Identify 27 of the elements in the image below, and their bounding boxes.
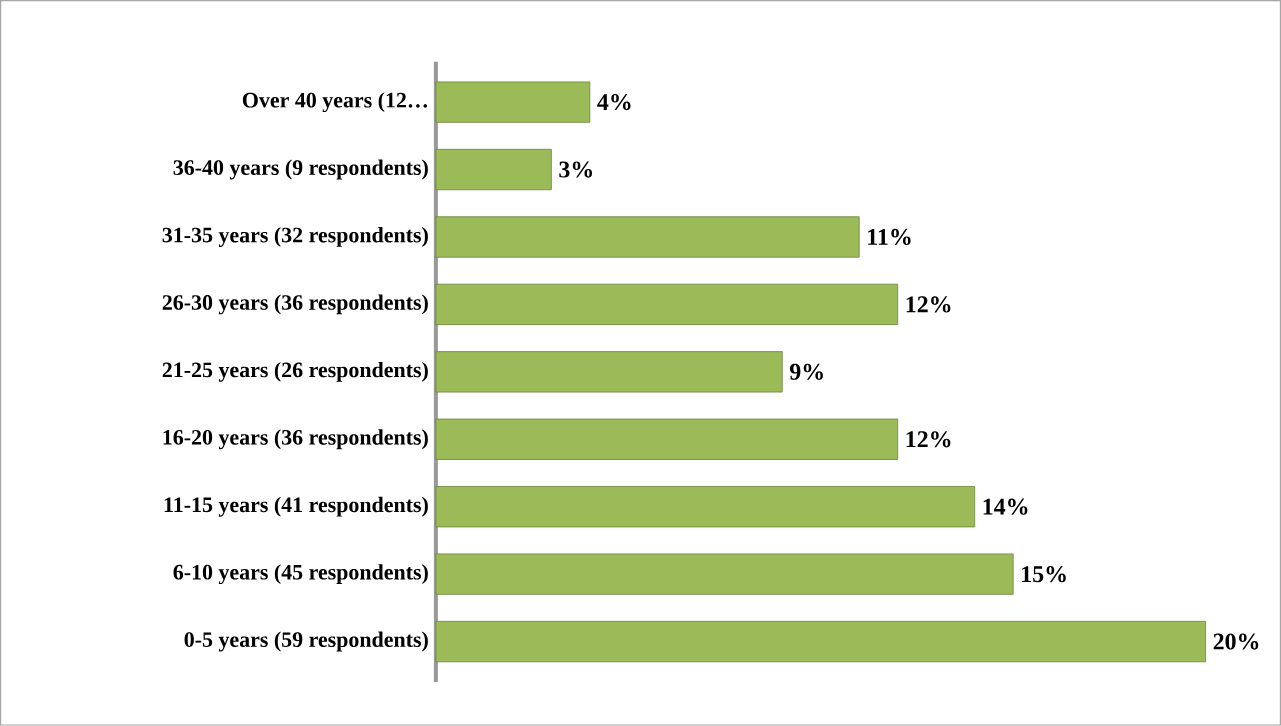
- data-label: 14%: [983, 498, 1028, 515]
- data-label: 15%: [1022, 566, 1066, 583]
- bar: [435, 553, 1014, 595]
- y-tick-label: 31-35 years (32 respondents): [162, 227, 428, 248]
- data-label: 12%: [906, 296, 951, 313]
- bar: [435, 486, 976, 528]
- data-label: 11%: [868, 229, 911, 246]
- bar: [435, 81, 591, 123]
- bar: [435, 149, 552, 191]
- bar: [435, 283, 899, 326]
- data-label: 12%: [906, 431, 951, 448]
- data-label: 3%: [559, 161, 593, 178]
- bar: [435, 621, 1207, 663]
- y-tick-label: 11-15 years (41 respondents): [164, 496, 428, 517]
- y-tick-label: 26-30 years (36 respondents): [162, 294, 428, 315]
- bar: [435, 216, 860, 258]
- y-tick-label: Over 40 years (12…: [242, 92, 428, 113]
- data-label: 20%: [1213, 633, 1259, 650]
- y-tick-label: 36-40 years (9 respondents): [173, 159, 428, 180]
- y-tick-label: 16-20 years (36 respondents): [163, 429, 428, 450]
- data-label: 9%: [789, 363, 823, 381]
- bar: [435, 418, 899, 461]
- y-tick-label: 0-5 years (59 respondents): [184, 631, 428, 652]
- y-tick-label: 21-25 years (26 respondents): [162, 362, 428, 382]
- bar: [435, 351, 783, 393]
- y-tick-label: 6-10 years (45 respondents): [173, 564, 428, 585]
- data-label: 4%: [597, 94, 631, 111]
